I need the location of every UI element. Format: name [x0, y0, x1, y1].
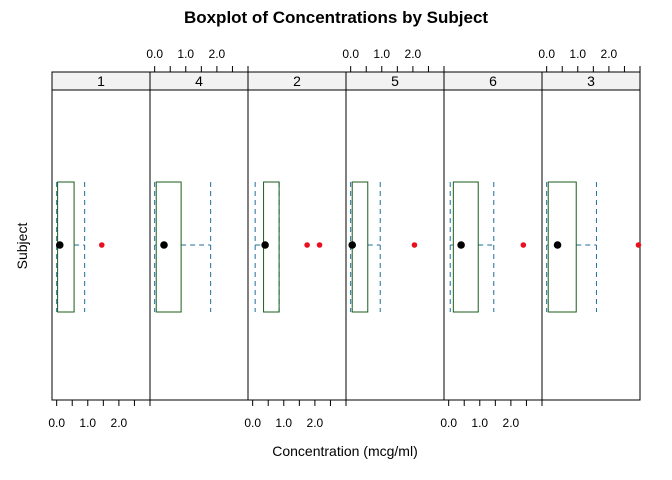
x-tick-label-top-3-1: 1.0 [569, 47, 586, 61]
y-axis-label: Subject [14, 223, 30, 270]
outlier-2-0 [304, 242, 310, 248]
panels-group: 1 0.0 1.0 2.0 4 0.0 1.0 2.0 2 0.0 1.0 2.0 5 0.0 1.0 2.0… [48, 47, 642, 430]
median-dot-4 [160, 241, 168, 249]
chart-title: Boxplot of Concentrations by Subject [184, 8, 488, 27]
outlier-3-0 [635, 242, 642, 248]
x-tick-label-top-5-0: 0.0 [342, 47, 359, 61]
x-tick-label-bottom-6-0: 0.0 [440, 416, 457, 430]
strip-label-1: 1 [97, 73, 105, 89]
x-tick-label-bottom-1-1: 1.0 [79, 416, 96, 430]
x-tick-label-top-5-2: 2.0 [405, 47, 422, 61]
box-3 [547, 181, 577, 313]
strip-label-5: 5 [391, 73, 399, 89]
x-tick-label-top-4-0: 0.0 [146, 47, 163, 61]
x-tick-label-top-4-1: 1.0 [177, 47, 194, 61]
outlier-6-0 [520, 242, 527, 248]
x-tick-label-top-4-2: 2.0 [209, 47, 226, 61]
median-dot-1 [55, 241, 64, 249]
median-dot-6 [457, 241, 465, 249]
x-tick-label-bottom-2-0: 0.0 [244, 416, 261, 430]
x-tick-label-top-5-1: 1.0 [373, 47, 390, 61]
x-tick-label-bottom-2-2: 2.0 [307, 416, 324, 430]
x-tick-label-bottom-2-1: 1.0 [275, 416, 292, 430]
median-dot-2 [261, 241, 269, 249]
x-tick-label-bottom-1-0: 0.0 [48, 416, 65, 430]
outlier-1-0 [98, 242, 105, 248]
box-6 [452, 181, 479, 313]
x-tick-label-bottom-6-2: 2.0 [503, 416, 520, 430]
x-tick-label-bottom-6-1: 1.0 [471, 416, 488, 430]
strip-label-3: 3 [587, 73, 595, 89]
strip-label-4: 4 [195, 73, 203, 89]
median-dot-5 [348, 241, 357, 249]
strip-label-6: 6 [489, 73, 497, 89]
outlier-5-0 [411, 242, 418, 248]
outlier-2-1 [316, 242, 323, 248]
x-tick-label-top-3-0: 0.0 [538, 47, 555, 61]
median-dot-3 [553, 241, 562, 249]
x-tick-label-top-3-2: 2.0 [601, 47, 618, 61]
x-tick-label-bottom-1-2: 2.0 [111, 416, 128, 430]
box-4 [155, 181, 182, 313]
strip-label-2: 2 [293, 73, 301, 89]
x-axis-label: Concentration (mcg/ml) [272, 443, 418, 459]
panel-frame-5 [345, 89, 445, 401]
